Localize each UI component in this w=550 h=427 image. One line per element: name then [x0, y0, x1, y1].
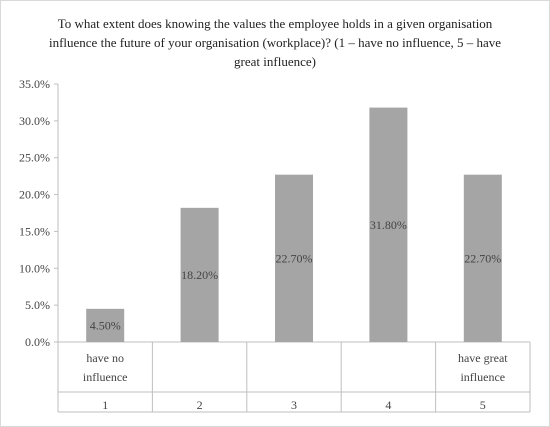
- chart-title: To what extent does knowing the values t…: [48, 16, 502, 69]
- x-tick-label: 2: [197, 398, 203, 412]
- y-tick-label: 5.0%: [25, 298, 50, 312]
- bar: [180, 207, 219, 342]
- bar: [275, 174, 313, 342]
- y-tick-label: 10.0%: [19, 261, 50, 275]
- bar: [86, 308, 125, 342]
- data-label: 4.50%: [90, 318, 121, 332]
- bar: [369, 107, 408, 343]
- x-tick-label: 3: [291, 398, 297, 412]
- data-label: 31.80%: [370, 218, 407, 232]
- category-annotation: have no: [86, 351, 124, 365]
- y-tick-label: 30.0%: [19, 114, 50, 128]
- x-tick-label: 1: [102, 398, 108, 412]
- data-label: 18.20%: [181, 268, 218, 282]
- y-tick-label: 0.0%: [25, 335, 50, 349]
- category-annotation: have great: [458, 351, 508, 365]
- x-tick-label: 4: [385, 398, 391, 412]
- y-tick-label: 20.0%: [19, 188, 50, 202]
- bar: [463, 174, 502, 342]
- category-annotation: influence: [83, 370, 128, 384]
- x-tick-label: 5: [480, 398, 486, 412]
- y-tick-label: 35.0%: [19, 77, 50, 91]
- y-tick-label: 15.0%: [19, 224, 50, 238]
- category-annotation: influence: [460, 370, 505, 384]
- data-label: 22.70%: [464, 251, 501, 265]
- y-tick-label: 25.0%: [19, 151, 50, 165]
- data-label: 22.70%: [276, 251, 313, 265]
